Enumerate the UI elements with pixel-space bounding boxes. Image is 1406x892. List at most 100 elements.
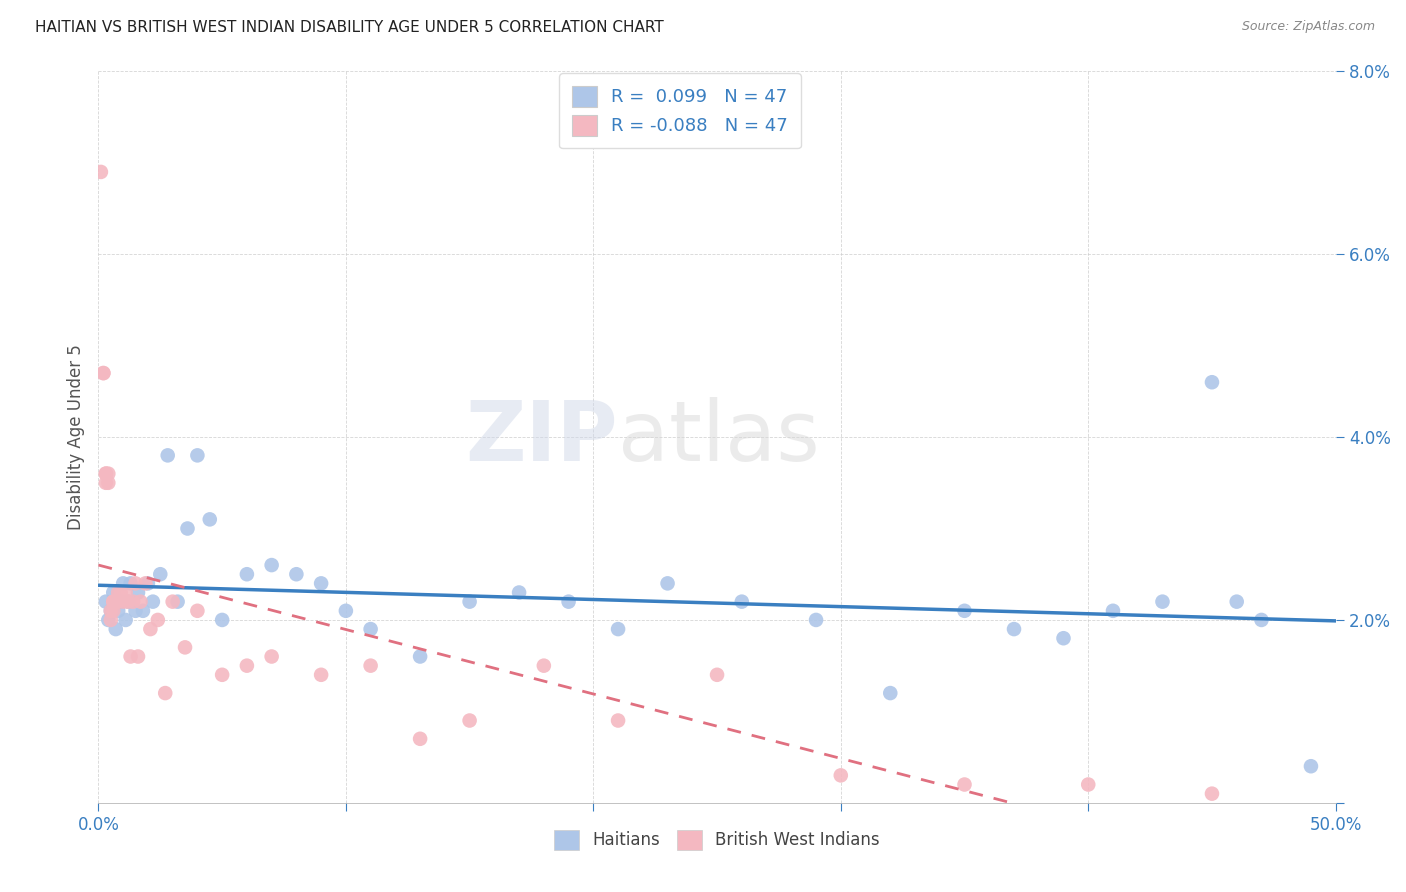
Point [186, 604, 208, 618]
Point [236, 658, 259, 673]
Point [110, 595, 132, 609]
Point [94, 467, 117, 481]
Point [127, 649, 149, 664]
Point [508, 585, 530, 599]
Point [557, 595, 579, 609]
Point [134, 576, 156, 591]
Point [211, 613, 233, 627]
Point [103, 604, 125, 618]
Point [607, 622, 630, 636]
Point [146, 613, 169, 627]
Point [136, 576, 159, 591]
Point [804, 613, 827, 627]
Point [104, 595, 127, 609]
Point [1250, 613, 1272, 627]
Text: ZIP: ZIP [465, 397, 619, 477]
Point [174, 640, 197, 655]
Point [657, 576, 679, 591]
Point [1299, 759, 1322, 773]
Point [1226, 595, 1249, 609]
Point [1077, 778, 1099, 792]
Point [97, 467, 120, 481]
Point [107, 585, 129, 599]
Point [155, 686, 177, 700]
Point [142, 595, 165, 609]
Point [1002, 622, 1025, 636]
Point [97, 613, 120, 627]
Point [1102, 604, 1125, 618]
Point [129, 595, 152, 609]
Point [93, 366, 115, 380]
Point [260, 558, 283, 573]
Point [533, 658, 555, 673]
Point [112, 576, 135, 591]
Point [879, 686, 901, 700]
Text: HAITIAN VS BRITISH WEST INDIAN DISABILITY AGE UNDER 5 CORRELATION CHART: HAITIAN VS BRITISH WEST INDIAN DISABILIT… [35, 20, 664, 35]
Point [335, 604, 357, 618]
Point [360, 622, 382, 636]
Point [93, 366, 115, 380]
Point [94, 467, 117, 481]
Point [458, 595, 481, 609]
Point [120, 649, 142, 664]
Point [117, 595, 139, 609]
Point [162, 595, 184, 609]
Text: Source: ZipAtlas.com: Source: ZipAtlas.com [1241, 20, 1375, 33]
Point [100, 604, 122, 618]
Point [260, 649, 283, 664]
Point [186, 449, 208, 463]
Point [104, 622, 127, 636]
Point [1201, 787, 1223, 801]
Point [1201, 376, 1223, 390]
Point [103, 595, 125, 609]
Point [124, 604, 146, 618]
Point [107, 595, 129, 609]
Point [309, 576, 332, 591]
Point [149, 567, 172, 582]
Point [285, 567, 308, 582]
Point [104, 595, 127, 609]
Point [830, 768, 852, 782]
Point [953, 604, 976, 618]
Point [100, 613, 122, 627]
Point [94, 595, 117, 609]
Point [607, 714, 630, 728]
Point [409, 731, 432, 746]
Point [97, 475, 120, 490]
Point [953, 778, 976, 792]
Point [114, 613, 136, 627]
Point [100, 604, 122, 618]
Point [90, 165, 112, 179]
Point [112, 595, 135, 609]
Point [309, 667, 332, 681]
Point [236, 567, 259, 582]
Point [122, 595, 145, 609]
Point [114, 585, 136, 599]
Point [198, 512, 221, 526]
Point [139, 622, 162, 636]
Point [103, 595, 125, 609]
Point [409, 649, 432, 664]
Point [94, 475, 117, 490]
Point [110, 585, 132, 599]
Point [132, 604, 155, 618]
Point [103, 585, 125, 599]
Point [1052, 632, 1074, 646]
Point [458, 714, 481, 728]
Point [124, 576, 146, 591]
Point [120, 576, 142, 591]
Point [117, 595, 139, 609]
Point [1152, 595, 1174, 609]
Point [127, 585, 149, 599]
Text: atlas: atlas [619, 397, 820, 477]
Point [360, 658, 382, 673]
Point [166, 595, 188, 609]
Point [211, 667, 233, 681]
Point [731, 595, 754, 609]
Point [176, 521, 198, 535]
Point [156, 449, 179, 463]
Legend: Haitians, British West Indians: Haitians, British West Indians [547, 823, 887, 856]
Y-axis label: Disability Age Under 5: Disability Age Under 5 [66, 344, 84, 530]
Point [706, 667, 728, 681]
Point [107, 604, 129, 618]
